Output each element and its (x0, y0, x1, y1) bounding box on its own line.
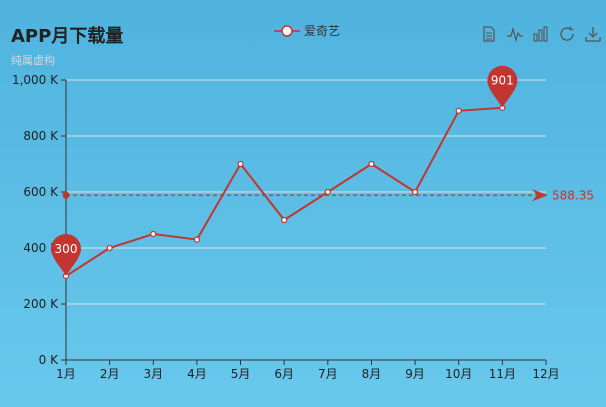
x-tick-label: 2月 (100, 367, 120, 381)
y-tick-label: 1,000 K (12, 73, 59, 87)
data-point (411, 188, 419, 196)
legend-label: 爱奇艺 (304, 24, 341, 38)
markpoint-label: 901 (491, 74, 514, 88)
chart-subtitle: 纯属虚构 (11, 54, 55, 67)
x-tick-label: 3月 (143, 367, 163, 381)
data-point (193, 236, 201, 243)
legend-item[interactable]: 爱奇艺 (274, 22, 340, 39)
x-tick-label: 12月 (532, 367, 559, 381)
y-tick-label: 800 K (23, 129, 59, 143)
y-tick-label: 600 K (23, 185, 59, 199)
markpoint-label: 300 (55, 242, 78, 256)
x-tick-label: 10月 (445, 367, 472, 381)
download-icon[interactable] (584, 25, 602, 43)
data-view-icon[interactable] (480, 25, 498, 43)
toolbox (480, 25, 606, 43)
x-tick-label: 9月 (405, 367, 425, 381)
x-tick-label: 6月 (274, 367, 294, 381)
data-point (281, 216, 288, 224)
x-tick-label: 5月 (231, 367, 251, 381)
markpoint-pin (487, 65, 518, 108)
bar-chart-icon[interactable] (532, 25, 550, 43)
markpoint-pin (51, 234, 81, 276)
x-tick-label: 1月 (56, 367, 76, 381)
x-tick-label: 11月 (489, 367, 516, 381)
y-tick-label: 0 K (39, 353, 59, 367)
x-tick-label: 4月 (187, 367, 207, 381)
data-point (324, 188, 331, 196)
markline-arrow (532, 189, 548, 202)
line-chart-icon[interactable] (506, 25, 524, 43)
data-point (150, 230, 157, 238)
restore-icon[interactable] (558, 25, 576, 43)
y-tick-label: 200 K (23, 297, 59, 311)
legend-line-icon (274, 24, 300, 37)
data-point (455, 107, 462, 114)
x-tick-label: 8月 (362, 367, 382, 381)
x-tick-label: 7月 (318, 367, 338, 381)
data-point (368, 160, 375, 168)
data-point (237, 160, 244, 168)
chart-title: APP月下载量 (11, 26, 124, 47)
y-tick-label: 400 K (23, 241, 59, 255)
data-point (106, 244, 113, 252)
markline-label: 588.35 (552, 188, 594, 202)
